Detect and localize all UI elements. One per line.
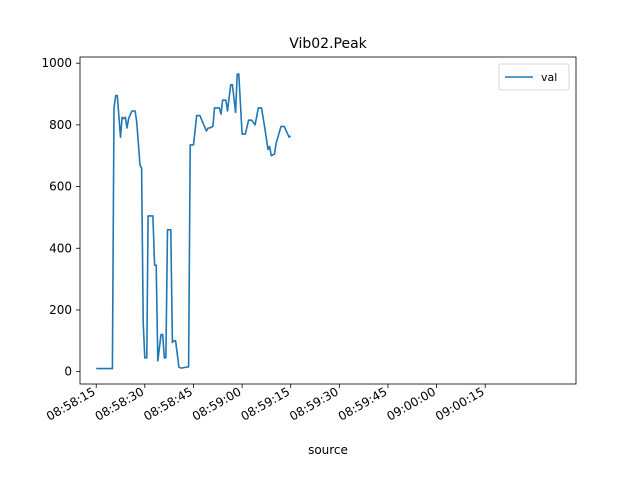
legend: val: [498, 63, 570, 91]
y-tick-label: 600: [49, 180, 72, 194]
y-tick-label: 400: [49, 241, 72, 255]
series-line-val: [96, 73, 292, 370]
y-axis: 0 200 400 600 800 1000: [41, 56, 80, 379]
y-tick-label: 1000: [41, 56, 72, 70]
y-tick-label: 200: [49, 303, 72, 317]
legend-box: [498, 63, 570, 91]
series-layer: [96, 73, 292, 370]
legend-label-val: val: [541, 71, 557, 84]
plot-frame: [79, 56, 577, 385]
plot-area: [80, 57, 576, 384]
y-tick-label: 0: [64, 365, 72, 379]
x-axis-label: source: [308, 443, 348, 457]
y-tick-label: 800: [49, 118, 72, 132]
chart-title: Vib02.Peak: [289, 36, 367, 52]
